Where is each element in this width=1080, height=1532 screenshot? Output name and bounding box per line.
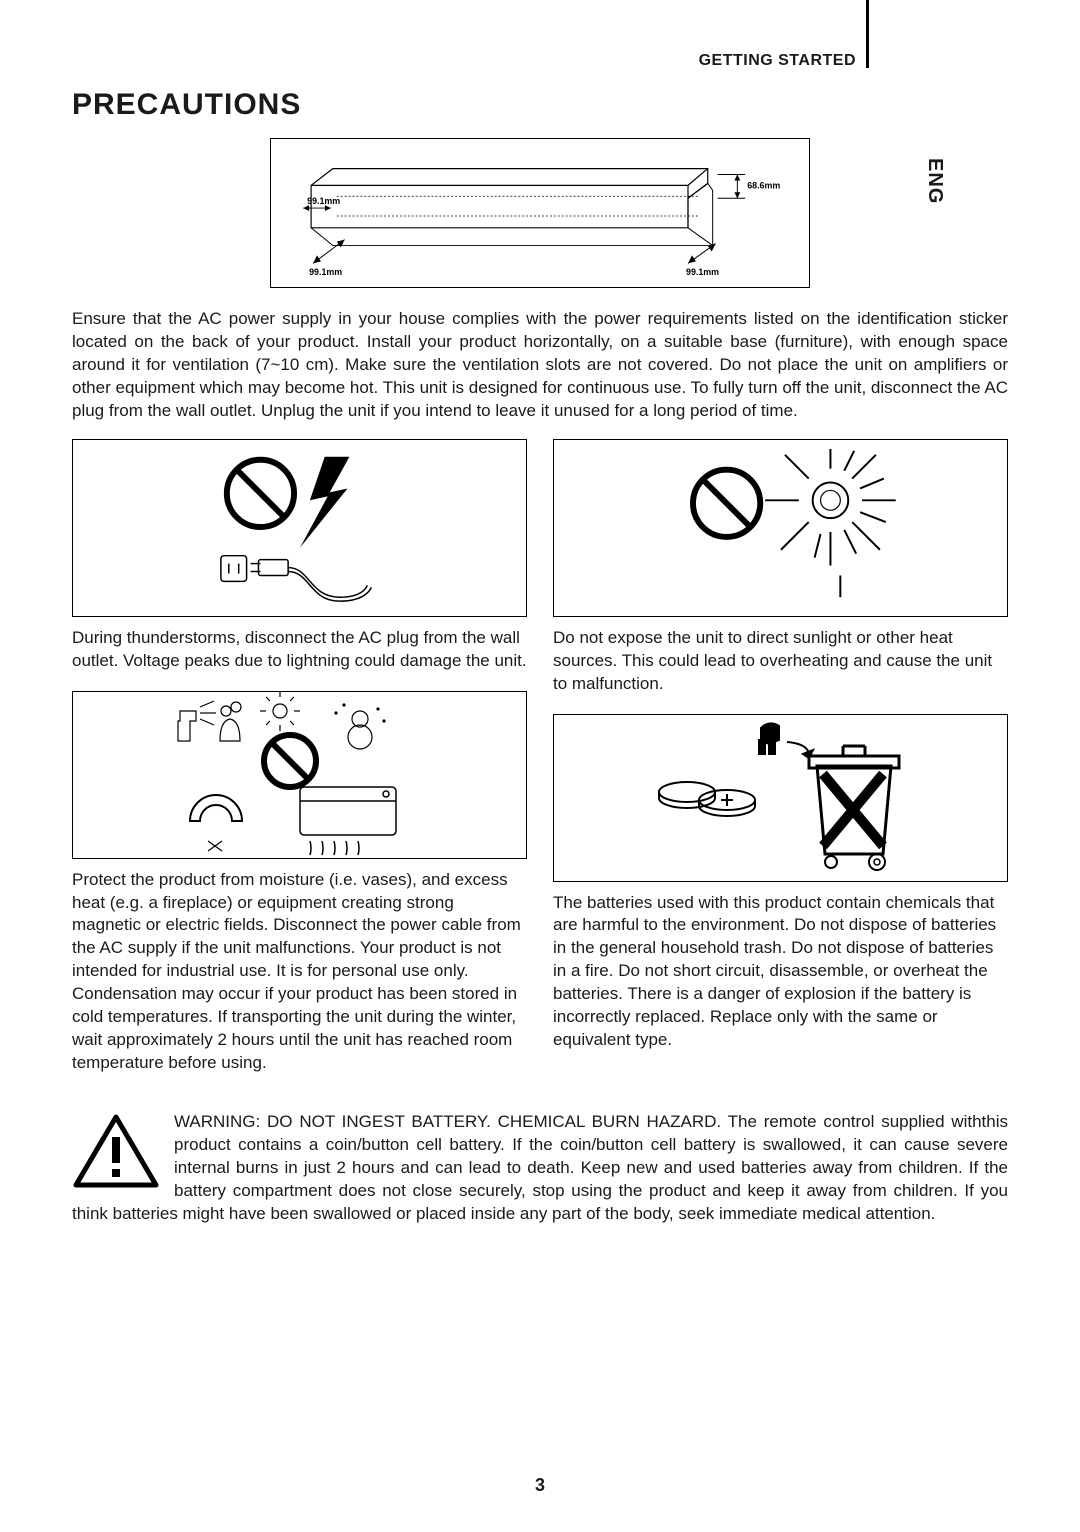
dim-side: 99.1mm bbox=[307, 196, 340, 206]
figure-sunlight bbox=[553, 439, 1008, 617]
warning-block: WARNING: DO NOT INGEST BATTERY. CHEMICAL… bbox=[72, 1111, 1008, 1226]
caption-sunlight: Do not expose the unit to direct sunligh… bbox=[553, 627, 1008, 696]
warning-text: WARNING: DO NOT INGEST BATTERY. CHEMICAL… bbox=[72, 1112, 1008, 1223]
dim-top: 68.6mm bbox=[747, 180, 780, 190]
caption-batteries: The batteries used with this product con… bbox=[553, 892, 1008, 1053]
ventilation-diagram: 99.1mm 68.6mm 99.1mm 99.1mm bbox=[270, 138, 810, 288]
intro-paragraph: Ensure that the AC power supply in your … bbox=[72, 308, 1008, 423]
dim-bottom-left: 99.1mm bbox=[309, 267, 342, 277]
page-number: 3 bbox=[0, 1475, 1080, 1496]
figure-moisture bbox=[72, 691, 527, 859]
figure-lightning bbox=[72, 439, 527, 617]
dim-bottom-right: 99.1mm bbox=[686, 267, 719, 277]
language-tab: ENG bbox=[923, 158, 946, 204]
caption-moisture: Protect the product from moisture (i.e. … bbox=[72, 869, 527, 1075]
warning-icon bbox=[72, 1113, 160, 1191]
section-label: GETTING STARTED bbox=[699, 52, 856, 70]
caption-lightning: During thunderstorms, disconnect the AC … bbox=[72, 627, 527, 673]
figure-batteries bbox=[553, 714, 1008, 882]
page-title: PRECAUTIONS bbox=[72, 88, 1008, 122]
header-divider bbox=[866, 0, 869, 68]
